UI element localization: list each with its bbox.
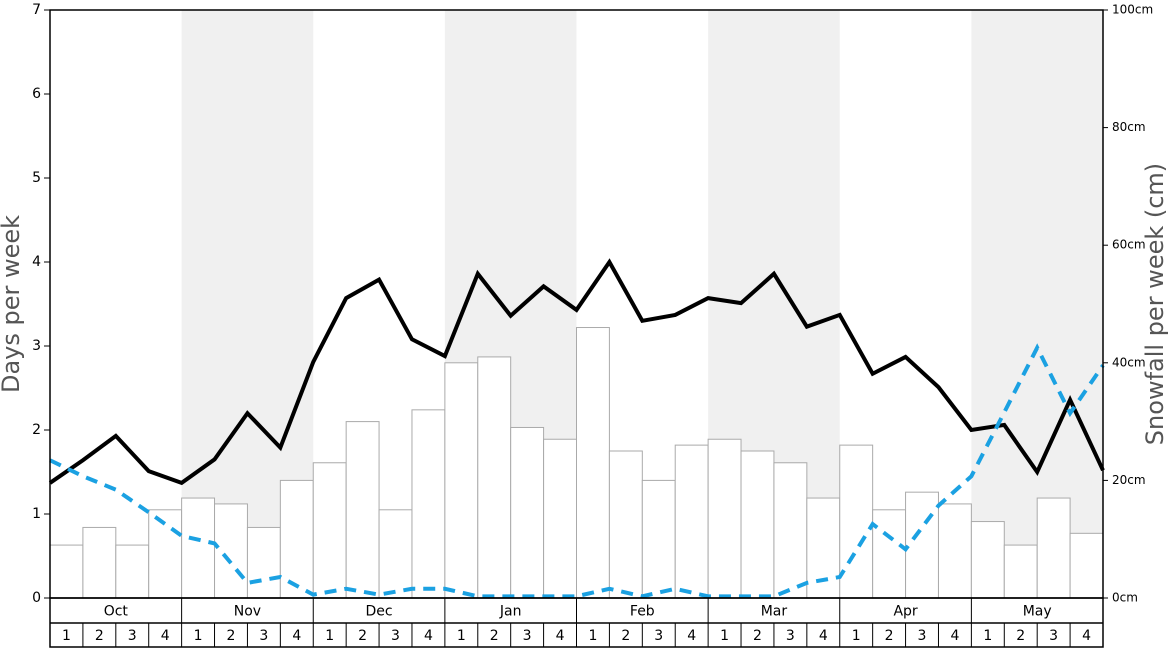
month-label: Mar (761, 604, 788, 620)
week-label: 4 (819, 628, 828, 644)
week-label: 1 (457, 628, 466, 644)
bar (674, 444, 709, 599)
week-label: 4 (1082, 628, 1091, 644)
bar (970, 521, 1005, 599)
week-label: 1 (720, 628, 729, 644)
bar (839, 444, 874, 599)
week-label: 1 (983, 628, 992, 644)
background (181, 10, 1103, 598)
bar (510, 426, 545, 599)
y-tick-label: 7 (32, 2, 41, 18)
y-tick-label: 4 (32, 254, 41, 270)
bar (312, 462, 347, 599)
bar (773, 462, 808, 599)
week-label: 3 (128, 628, 137, 644)
y2-tick-label: 20cm (1112, 473, 1146, 487)
week-label: 4 (292, 628, 301, 644)
y-tick-label: 1 (32, 506, 41, 522)
y-tick-label: 6 (32, 86, 41, 102)
y-tick-label: 0 (32, 590, 41, 606)
week-label: 2 (885, 628, 894, 644)
bar (246, 526, 281, 599)
bar (477, 356, 512, 599)
y2-tick-label: 100cm (1112, 3, 1153, 17)
bar (345, 421, 380, 599)
week-label: 4 (950, 628, 959, 644)
y-tick-label: 5 (32, 170, 41, 186)
bar (214, 503, 248, 599)
week-label: 1 (62, 628, 71, 644)
bar (279, 479, 314, 599)
bar (1003, 544, 1038, 599)
month-label: May (1023, 604, 1052, 620)
week-label: 3 (391, 628, 400, 644)
week-label: 2 (227, 628, 236, 644)
week-label: 4 (161, 628, 170, 644)
bar (1069, 532, 1104, 599)
bar (806, 497, 841, 599)
y-tick-label: 3 (32, 338, 41, 354)
week-label: 4 (687, 628, 696, 644)
bar (181, 497, 216, 599)
y2-tick-label: 0cm (1112, 591, 1138, 605)
y2-tick-label: 80cm (1112, 120, 1146, 134)
bar (49, 544, 84, 599)
bar (740, 450, 775, 599)
y-tick-label: 2 (32, 422, 41, 438)
bar (905, 491, 939, 599)
week-label: 2 (1016, 628, 1025, 644)
week-label: 1 (325, 628, 334, 644)
week-label: 3 (654, 628, 663, 644)
y2-axis-title: Snowfall per week (cm) (1141, 163, 1168, 445)
bar (1036, 497, 1071, 599)
month-label: Feb (630, 604, 655, 620)
bar (115, 544, 150, 599)
bar (641, 479, 676, 599)
month-label: Dec (366, 604, 393, 620)
week-label: 1 (852, 628, 861, 644)
week-label: 3 (259, 628, 268, 644)
week-label: 2 (753, 628, 762, 644)
week-label: 1 (194, 628, 203, 644)
month-label: Apr (893, 604, 917, 620)
bar (378, 509, 413, 599)
week-label: 2 (621, 628, 630, 644)
week-label: 4 (424, 628, 433, 644)
week-label: 1 (588, 628, 597, 644)
month-label: Nov (234, 604, 261, 620)
bar (872, 509, 907, 599)
bar (444, 362, 479, 599)
bar (543, 438, 577, 599)
y2-tick-label: 60cm (1112, 238, 1146, 252)
month-label: Jan (499, 604, 522, 620)
line (48, 258, 1105, 486)
bar (576, 327, 610, 599)
week-label: 4 (556, 628, 565, 644)
bar (937, 503, 972, 599)
month-label: Oct (104, 604, 129, 620)
week-label: 2 (95, 628, 104, 644)
line (49, 343, 1105, 599)
bar (707, 438, 742, 599)
week-label: 2 (358, 628, 367, 644)
week-label: 3 (523, 628, 532, 644)
y2-tick-label: 40cm (1112, 355, 1146, 369)
bar (148, 509, 183, 599)
week-label: 2 (490, 628, 499, 644)
plot (48, 258, 1105, 599)
bar (411, 409, 446, 599)
bar (608, 450, 643, 599)
y-axis-title: Days per week (0, 215, 25, 393)
bar (82, 526, 117, 599)
week-label: 3 (918, 628, 927, 644)
week-label: 3 (786, 628, 795, 644)
week-label: 3 (1049, 628, 1058, 644)
